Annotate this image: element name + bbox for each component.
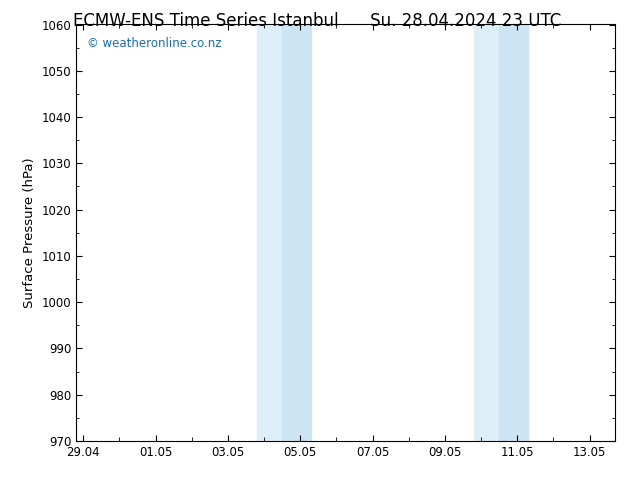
Bar [474, 24, 499, 441]
Y-axis label: Surface Pressure (hPa): Surface Pressure (hPa) [23, 157, 36, 308]
Bar [257, 24, 282, 441]
Bar [499, 24, 528, 441]
Text: © weatheronline.co.nz: © weatheronline.co.nz [87, 37, 221, 50]
Bar [282, 24, 311, 441]
Text: ECMW-ENS Time Series Istanbul      Su. 28.04.2024 23 UTC: ECMW-ENS Time Series Istanbul Su. 28.04.… [73, 12, 561, 30]
